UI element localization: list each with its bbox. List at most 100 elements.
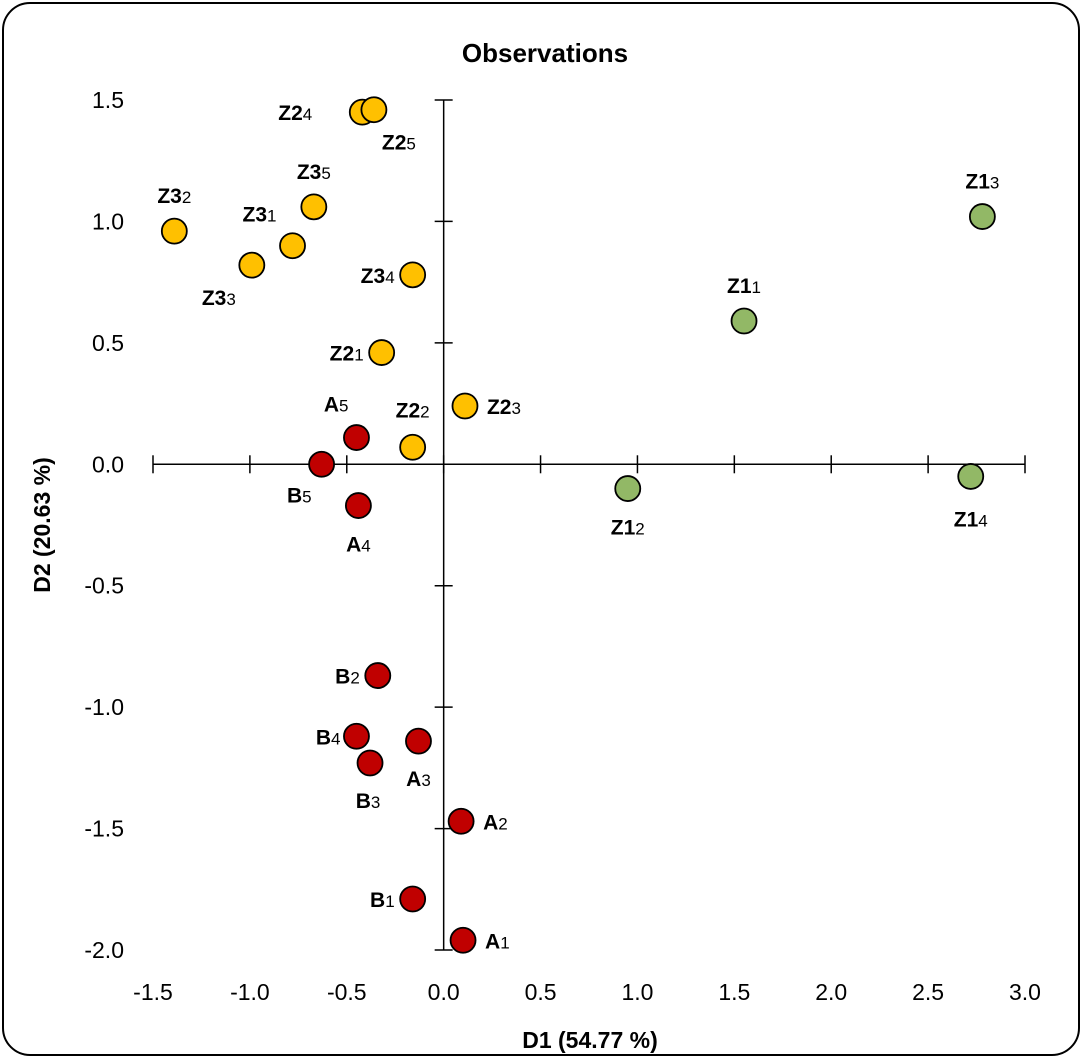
- point-label-name: Z2: [396, 399, 421, 422]
- data-point: [343, 424, 370, 451]
- point-label-subscript: 4: [361, 537, 370, 556]
- point-label: A4: [346, 534, 371, 557]
- point-label: Z25: [382, 132, 416, 155]
- x-tick-label: 2.5: [912, 979, 944, 1005]
- point-label-name: Z1: [954, 508, 979, 531]
- y-tick-label: 1.0: [92, 208, 124, 234]
- point-label-subscript: 2: [498, 814, 507, 833]
- data-point: [279, 232, 306, 260]
- point-label-name: Z3: [361, 265, 386, 288]
- point-label-name: Z3: [297, 161, 322, 184]
- point-label: B2: [335, 666, 360, 689]
- data-point: [360, 96, 388, 124]
- x-tick-label: 3.0: [1009, 979, 1041, 1005]
- point-label: Z33: [202, 287, 236, 310]
- data-point: [614, 475, 642, 502]
- point-label-subscript: 1: [752, 278, 761, 297]
- point-label-subscript: 5: [406, 135, 415, 154]
- data-point: [368, 339, 396, 366]
- y-tick-label: -1.0: [84, 694, 124, 720]
- point-label: Z11: [727, 275, 761, 298]
- point-label-subscript: 3: [226, 290, 235, 309]
- point-label-subscript: 4: [385, 268, 394, 287]
- data-point: [356, 749, 384, 777]
- y-axis-title: D2 (20.63 %): [29, 457, 55, 593]
- point-label-name: Z2: [278, 102, 303, 125]
- point-label: B1: [370, 889, 395, 912]
- data-point: [308, 450, 335, 478]
- point-label-name: A: [346, 534, 361, 557]
- point-label-name: Z3: [202, 287, 227, 310]
- data-point: [160, 217, 188, 245]
- point-label-subscript: 2: [182, 188, 191, 207]
- y-tick-label: -1.5: [84, 816, 124, 842]
- point-label-name: Z1: [611, 517, 636, 540]
- data-point: [730, 307, 758, 335]
- point-label-subscript: 4: [303, 105, 312, 124]
- point-label: Z22: [396, 399, 430, 422]
- x-tick-label: 1.0: [621, 979, 653, 1005]
- point-label: A3: [406, 768, 431, 791]
- point-label-name: Z1: [965, 171, 990, 194]
- x-tick-label: 0.5: [525, 979, 557, 1005]
- point-label-name: B: [316, 726, 331, 749]
- data-point: [364, 662, 392, 689]
- point-label-name: Z3: [243, 204, 268, 227]
- axes: -1.5 -1.0 -0.5 0.0 0.5 1.0 1.5 2.0 2.5 3.0 1.5 1.0 0…: [84, 87, 1041, 1005]
- point-label-subscript: 3: [990, 174, 999, 193]
- point-label-name: A: [324, 394, 339, 417]
- point-label-subscript: 2: [420, 402, 429, 421]
- y-tick-label: 0.5: [92, 330, 124, 356]
- data-point: [968, 203, 996, 230]
- point-label: A1: [485, 930, 510, 953]
- point-label-name: B: [370, 889, 385, 912]
- data-point: [399, 433, 427, 461]
- data-point: [399, 885, 427, 913]
- point-label-name: Z1: [727, 275, 752, 298]
- x-axis-title: D1 (54.77 %): [522, 1027, 658, 1053]
- data-point: [405, 727, 432, 755]
- point-label: Z32: [157, 185, 191, 208]
- point-label-subscript: 1: [385, 892, 394, 911]
- point-label-subscript: 3: [371, 793, 380, 812]
- data-point: [300, 193, 328, 221]
- point-label-subscript: 1: [354, 346, 363, 365]
- point-label: Z13: [965, 171, 999, 194]
- point-label-name: B: [335, 666, 350, 689]
- point-label-subscript: 5: [339, 397, 348, 416]
- data-point: [957, 463, 985, 490]
- x-tick-label: 1.5: [718, 979, 750, 1005]
- x-tick-label: -0.5: [327, 979, 367, 1005]
- data-point: [238, 251, 266, 279]
- point-label: Z31: [243, 204, 277, 227]
- point-label: A2: [483, 811, 508, 834]
- point-label: B3: [356, 790, 381, 813]
- point-label-subscript: 3: [421, 771, 430, 790]
- data-points: [160, 96, 996, 954]
- point-label: Z34: [361, 265, 395, 288]
- data-point: [399, 261, 427, 289]
- chart-title: Observations: [462, 38, 628, 68]
- point-label-name: A: [485, 930, 500, 953]
- point-label-name: Z2: [330, 343, 355, 366]
- point-label: Z24: [278, 102, 312, 125]
- point-label-subscript: 1: [267, 207, 276, 226]
- point-label: Z35: [297, 161, 331, 184]
- data-point: [345, 492, 372, 519]
- point-label-subscript: 3: [511, 399, 520, 418]
- x-tick-label: -1.5: [133, 979, 173, 1005]
- y-tick-label: 1.5: [92, 87, 124, 113]
- point-label-name: Z2: [382, 132, 407, 155]
- point-label-name: B: [287, 484, 302, 507]
- y-tick-label: 0.0: [92, 451, 124, 477]
- point-label-name: Z2: [487, 396, 512, 419]
- point-label-subscript: 2: [635, 520, 644, 539]
- point-label: B5: [287, 484, 312, 507]
- point-label: B4: [316, 726, 341, 749]
- data-point: [449, 926, 477, 954]
- point-label-subscript: 4: [978, 511, 987, 530]
- point-label: A5: [324, 394, 349, 417]
